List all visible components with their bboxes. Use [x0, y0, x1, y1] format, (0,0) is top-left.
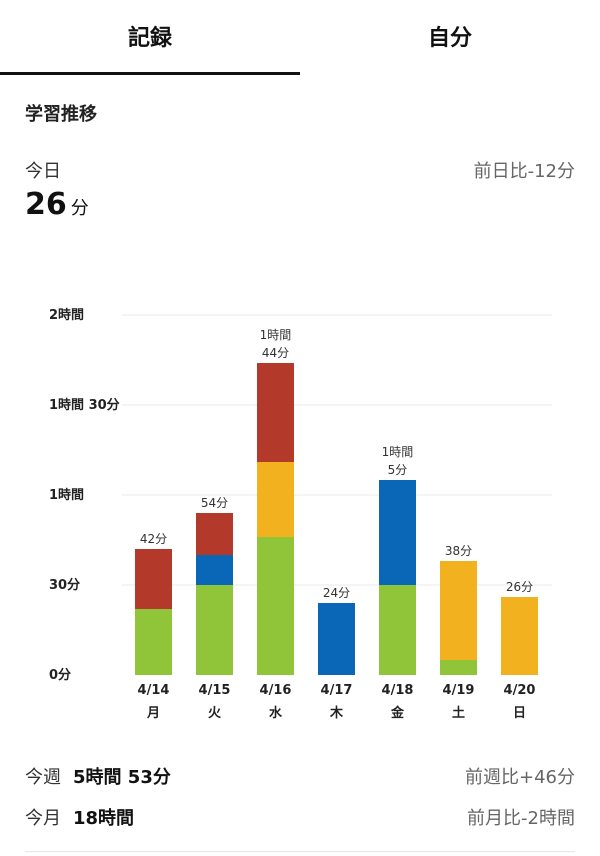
- today-unit: 分: [70, 198, 89, 219]
- month-compare: 前月比-2時間: [467, 808, 575, 829]
- today-value: 26: [25, 187, 67, 222]
- bar-segment: [501, 597, 538, 675]
- bar-segment: [318, 603, 355, 675]
- section-title: 学習推移: [25, 104, 97, 125]
- x-date-label: 4/17: [321, 683, 353, 698]
- bar-segment: [379, 585, 416, 675]
- month-label: 今月: [25, 808, 61, 829]
- tab-bar: 記録 自分: [0, 0, 600, 75]
- bar-segment: [257, 462, 294, 537]
- month-summary: 今月 18時間 前月比-2時間: [25, 804, 575, 832]
- week-label: 今週: [25, 767, 61, 788]
- bar-total-label: 1時間: [382, 445, 414, 459]
- x-weekday-label: 日: [513, 706, 526, 721]
- tab-self[interactable]: 自分: [427, 26, 472, 51]
- x-weekday-label: 水: [269, 705, 283, 721]
- bar-total-label: 5分: [388, 463, 408, 477]
- x-weekday-label: 月: [146, 706, 160, 721]
- bar-total-label: 1時間: [260, 328, 292, 342]
- x-weekday-label: 木: [329, 705, 344, 721]
- bar-total-label: 38分: [445, 544, 472, 558]
- x-weekday-label: 火: [208, 706, 222, 721]
- bar-total-label: 42分: [140, 532, 167, 546]
- bottom-divider: [25, 851, 575, 852]
- y-tick-label: 1時間: [49, 487, 84, 503]
- bar-segment: [440, 561, 477, 660]
- today-total: 26 分: [25, 187, 89, 222]
- bar-segment: [196, 585, 233, 675]
- bar-total-label: 26分: [506, 580, 533, 594]
- bar-segment: [440, 660, 477, 675]
- x-date-label: 4/20: [504, 683, 536, 698]
- today-compare: 前日比-12分: [473, 161, 575, 182]
- tab-records[interactable]: 記録: [127, 26, 172, 51]
- active-tab-indicator: [0, 72, 300, 75]
- bar-total-label: 54分: [201, 496, 228, 510]
- week-summary: 今週 5時間 53分 前週比+46分: [25, 763, 575, 791]
- week-compare: 前週比+46分: [465, 767, 575, 788]
- bar-segment: [196, 555, 233, 585]
- y-tick-label: 1時間 30分: [49, 397, 120, 413]
- bar-segment: [196, 513, 233, 555]
- study-trend-chart: 0分 30分 1時間 1時間 30分 2時間 42分 4/14 月 54分 4/15 火 1時間 44分…: [49, 307, 552, 721]
- x-date-label: 4/16: [260, 683, 292, 698]
- y-tick-label: 0分: [49, 667, 71, 683]
- y-tick-label: 30分: [49, 577, 80, 593]
- x-weekday-label: 金: [390, 705, 405, 721]
- x-date-label: 4/18: [382, 683, 414, 698]
- week-value: 5時間 53分: [73, 767, 171, 788]
- bar-total-label: 24分: [323, 586, 350, 600]
- x-date-label: 4/14: [138, 683, 170, 698]
- bar-segment: [135, 609, 172, 675]
- bar-segment: [257, 363, 294, 462]
- today-label: 今日: [25, 161, 61, 182]
- x-date-label: 4/19: [443, 683, 475, 698]
- bar-segment: [257, 537, 294, 675]
- bar-total-label: 44分: [262, 346, 289, 360]
- bar-segment: [135, 549, 172, 609]
- x-weekday-label: 土: [452, 705, 465, 721]
- y-tick-label: 2時間: [49, 307, 84, 323]
- bar-segment: [379, 480, 416, 585]
- month-value: 18時間: [73, 808, 135, 829]
- x-date-label: 4/15: [199, 683, 231, 698]
